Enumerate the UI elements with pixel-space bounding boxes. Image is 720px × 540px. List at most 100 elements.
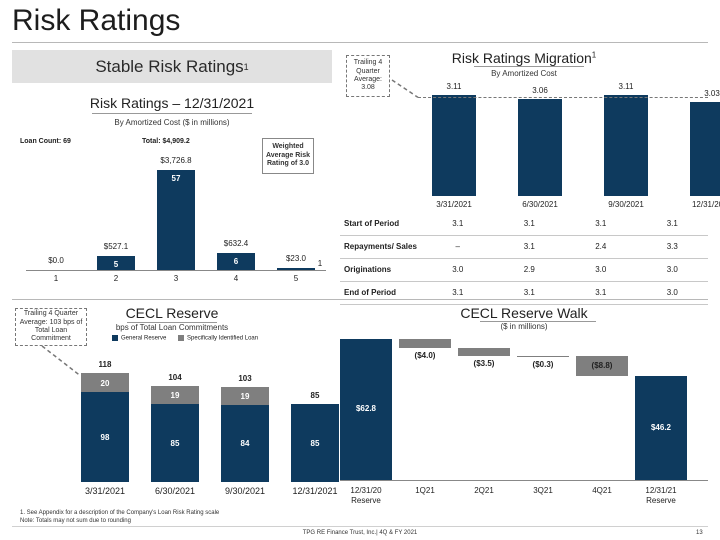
migration-row: End of Period 3.1 3.1 3.1 3.0 bbox=[340, 281, 708, 305]
banner-text: Stable Risk Ratings bbox=[95, 56, 244, 76]
cecl-reserve-chart: 98 20 118 3/31/2021 85 19 104 6/30/2021 84 19 103 9… bbox=[12, 302, 339, 502]
migration-panel: Risk Ratings Migration1 By Amortized Cos… bbox=[340, 46, 720, 211]
cecl-total-2: 103 bbox=[238, 374, 252, 384]
cecl-total-1: 104 bbox=[168, 373, 182, 383]
cecl-xlabel-1: 6/30/2021 bbox=[154, 486, 196, 496]
walk-xlabel-2: 2Q21 bbox=[474, 486, 494, 495]
migration-cell: – bbox=[422, 235, 494, 259]
walk-xlabel-5: 12/31/21 Reserve bbox=[645, 486, 677, 505]
cecl-walk-underline bbox=[480, 321, 596, 322]
total-amount: Total: $4,909.2 bbox=[142, 138, 190, 145]
rr-bar-5 bbox=[277, 268, 315, 270]
rr-value-3: $3,726.8 bbox=[160, 156, 192, 165]
walk-value-1: ($4.0) bbox=[414, 350, 436, 360]
walk-axis bbox=[340, 480, 708, 481]
cecl-xlabel-0: 3/31/2021 bbox=[84, 486, 126, 496]
rr-value-1: $0.0 bbox=[48, 256, 64, 265]
cecl-total-3: 85 bbox=[310, 390, 320, 400]
rr-bar-3 bbox=[157, 170, 195, 270]
walk-value-4: ($8.8) bbox=[591, 361, 613, 371]
risk-ratings-underline bbox=[92, 113, 252, 114]
cecl-specific-label-2: 19 bbox=[240, 391, 250, 401]
walk-bar-5 bbox=[635, 376, 687, 480]
cecl-xlabel-2: 9/30/2021 bbox=[224, 486, 266, 496]
cecl-avg-callout: Trailing 4 Quarter Average: 103 bps of T… bbox=[15, 308, 87, 346]
migration-cell: 2.9 bbox=[493, 258, 565, 282]
rr-xlabel-1: 1 bbox=[53, 274, 59, 283]
cecl-general-label-1: 85 bbox=[170, 438, 180, 448]
cecl-general-bar-0 bbox=[81, 391, 129, 482]
mig-value-2: 3.11 bbox=[618, 81, 634, 91]
cecl-walk-subtitle: ($ in millions) bbox=[500, 322, 548, 331]
walk-bar-3 bbox=[517, 355, 569, 358]
migration-avg-text: Trailing 4 Quarter Average: 3.08 bbox=[353, 59, 383, 92]
mig-value-1: 3.06 bbox=[532, 86, 548, 96]
migration-title-text: Risk Ratings Migration bbox=[451, 50, 592, 66]
migration-cell: 3.1 bbox=[493, 235, 565, 259]
cecl-general-label-0: 98 bbox=[100, 432, 110, 442]
rr-value-2: $527.1 bbox=[103, 241, 129, 251]
rr-count-2: 5 bbox=[113, 259, 119, 269]
walk-bar-1 bbox=[399, 338, 451, 348]
mig-reference-line bbox=[418, 97, 708, 99]
cecl-general-bar-2 bbox=[221, 404, 269, 482]
mig-bar-3 bbox=[690, 101, 720, 196]
migration-cell: 3.0 bbox=[636, 281, 708, 305]
migration-cell: 3.1 bbox=[422, 281, 494, 305]
cecl-legend: General Reserve Specifically Identified … bbox=[112, 335, 258, 342]
migration-title: Risk Ratings Migration1 bbox=[340, 50, 708, 66]
walk-xlabel-1: 1Q21 bbox=[415, 486, 435, 495]
walk-xlabel-3: 3Q21 bbox=[533, 486, 553, 495]
cecl-general-bar-1 bbox=[151, 403, 199, 482]
footer-company: TPG RE Finance Trust, Inc.| 4Q & FY 2021 bbox=[302, 530, 418, 536]
migration-chart: 3.11 3/31/2021 3.06 6/30/2021 3.11 9/30/2021 3… bbox=[340, 46, 720, 211]
migration-table: Start of Period 3.1 3.1 3.1 3.1 Repayments/ S… bbox=[340, 212, 708, 305]
migration-subtitle: By Amortized Cost bbox=[491, 69, 557, 78]
walk-value-5: $46.2 bbox=[650, 423, 672, 433]
cecl-specific-label-1: 19 bbox=[170, 391, 180, 401]
cecl-reserve-panel: CECL Reserve bps of Total Loan Commitmen… bbox=[12, 302, 339, 502]
cecl-connector-line bbox=[41, 345, 81, 377]
migration-cell: 3.1 bbox=[636, 212, 708, 236]
mig-xlabel-2: 9/30/2021 bbox=[608, 200, 644, 209]
cecl-walk-panel: CECL Reserve Walk ($ in millions) $62.8 1… bbox=[340, 302, 708, 507]
cecl-reserve-underline bbox=[127, 322, 217, 323]
migration-cell: 2.4 bbox=[565, 235, 637, 259]
mig-connector-line bbox=[391, 79, 419, 99]
migration-cell: 3.1 bbox=[565, 212, 637, 236]
walk-bar-2 bbox=[458, 347, 510, 356]
migration-cell: 3.1 bbox=[565, 281, 637, 305]
cecl-specific-bar-2 bbox=[221, 387, 269, 405]
rr-xlabel-5: 5 bbox=[293, 274, 299, 283]
rr-value-5: $23.0 bbox=[285, 254, 307, 263]
walk-xlabel-0: 12/31/20 Reserve bbox=[350, 486, 382, 505]
legend-general: General Reserve bbox=[121, 335, 167, 342]
risk-ratings-subtitle: By Amortized Cost ($ in millions) bbox=[114, 118, 230, 127]
cecl-specific-bar-1 bbox=[151, 386, 199, 404]
weighted-average-text: Weighted Average Risk Rating of 3.0 bbox=[265, 143, 311, 168]
migration-cell: 3.1 bbox=[422, 212, 494, 236]
migration-row: Repayments/ Sales –3.1 2.4 3.3 bbox=[340, 235, 708, 259]
rr-count-5: 1 bbox=[317, 259, 323, 268]
mig-xlabel-1: 6/30/2021 bbox=[522, 200, 558, 209]
rr-value-4: $632.4 bbox=[223, 239, 249, 249]
cecl-walk-title: CECL Reserve Walk bbox=[460, 305, 588, 321]
cecl-total-0: 118 bbox=[98, 360, 112, 370]
migration-row-label: End of Period bbox=[340, 281, 422, 305]
migration-row: Start of Period 3.1 3.1 3.1 3.1 bbox=[340, 212, 708, 236]
migration-cell: 3.0 bbox=[565, 258, 637, 282]
migration-cell: 3.1 bbox=[493, 281, 565, 305]
migration-cell: 3.1 bbox=[493, 212, 565, 236]
cecl-general-bar-3 bbox=[291, 403, 339, 482]
page-number: 13 bbox=[696, 530, 703, 536]
cecl-walk-chart: $62.8 12/31/20 Reserve ($4.0) 1Q21 ($3.5) 2Q2… bbox=[340, 302, 708, 507]
walk-value-2: ($3.5) bbox=[473, 358, 495, 368]
cecl-reserve-subtitle: bps of Total Loan Commitments bbox=[115, 323, 229, 332]
rr-xlabel-3: 3 bbox=[173, 274, 179, 283]
migration-cell: 3.0 bbox=[636, 258, 708, 282]
walk-xlabel-4: 4Q21 bbox=[592, 486, 612, 495]
cecl-specific-label-0: 20 bbox=[100, 378, 110, 388]
cecl-general-label-2: 84 bbox=[240, 439, 250, 449]
weighted-average-callout: Weighted Average Risk Rating of 3.0 bbox=[262, 138, 314, 174]
migration-row-label: Repayments/ Sales bbox=[340, 235, 422, 259]
